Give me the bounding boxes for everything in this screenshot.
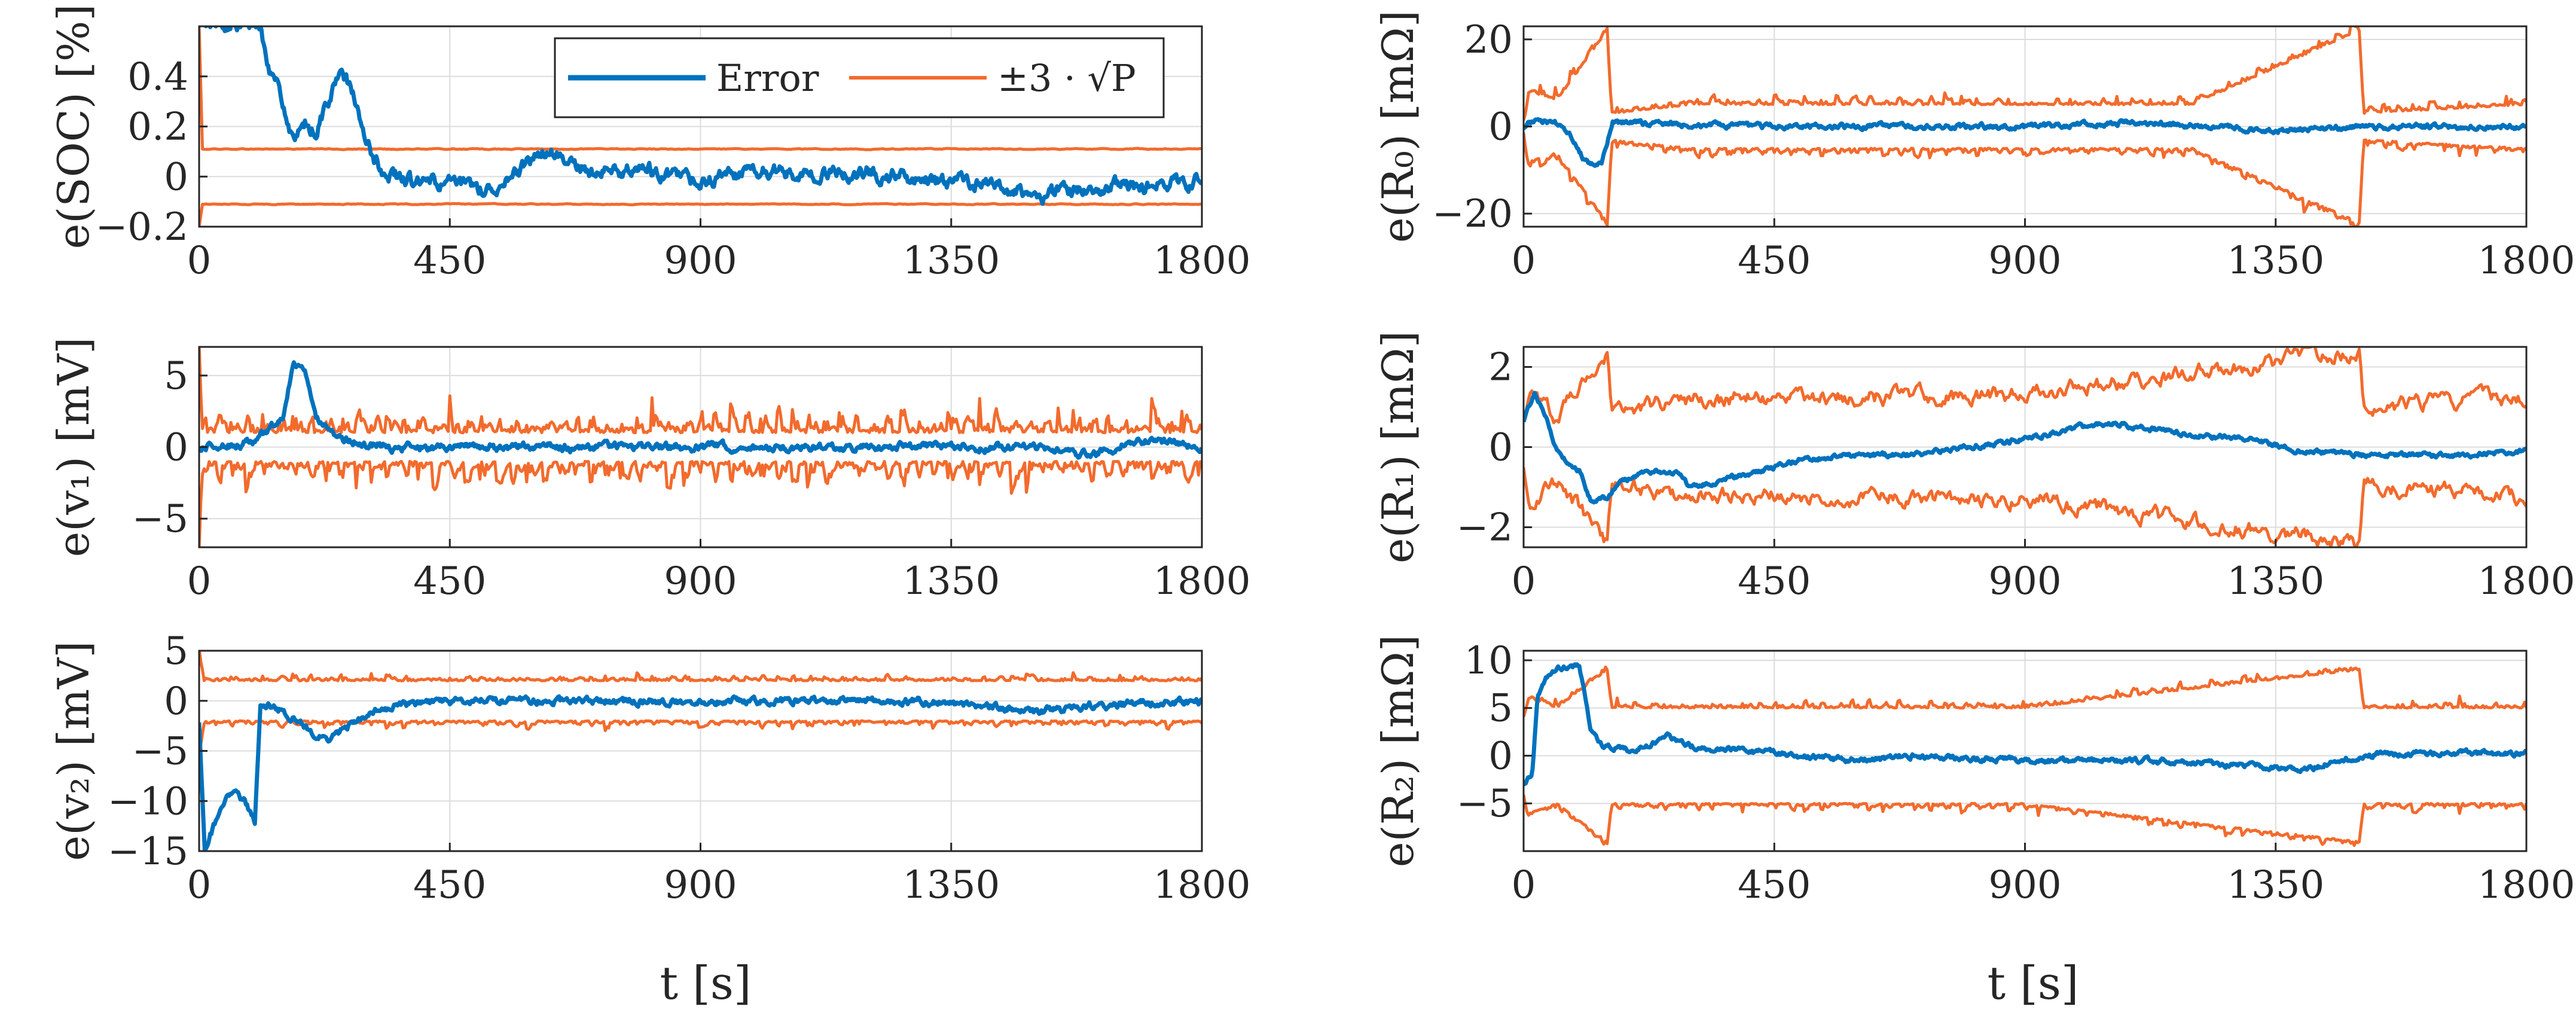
- x-tick-label: 1350: [2227, 863, 2324, 907]
- series-line-upper-bound: [1524, 665, 2526, 718]
- x-tick-label: 900: [664, 239, 737, 283]
- y-tick-label: −5: [132, 497, 188, 541]
- y-tick-label: 0: [164, 426, 188, 470]
- y-tick-label: −10: [108, 779, 188, 824]
- series-line-error: [1524, 662, 2526, 787]
- series-line-lower-bound: [1524, 467, 2526, 547]
- x-tick-label: 0: [1512, 863, 1536, 907]
- x-tick-label: 1800: [2478, 863, 2575, 907]
- y-axis-label: e(R₀) [mΩ]: [1373, 10, 1423, 243]
- x-tick-label: 900: [664, 863, 737, 907]
- panel-soc: 0 450 900 1350 1800−0.200.20.4e(SOC) [%]: [48, 4, 1250, 283]
- y-tick-label: 10: [1464, 639, 1513, 683]
- x-tick-label: 1350: [902, 239, 1000, 283]
- x-tick-label: 0: [1512, 559, 1536, 603]
- y-tick-label: −20: [1432, 192, 1513, 236]
- y-tick-label: 0: [1488, 734, 1513, 778]
- y-tick-label: 0: [164, 155, 188, 199]
- y-axis-label: e(v₁) [mV]: [48, 337, 99, 557]
- x-tick-label: 450: [413, 559, 486, 603]
- y-tick-label: 5: [164, 354, 188, 398]
- y-tick-label: −5: [1457, 782, 1513, 826]
- y-tick-label: 0.2: [127, 105, 188, 150]
- y-axis-label: e(R₁) [mΩ]: [1373, 331, 1423, 563]
- y-tick-label: 0: [1488, 426, 1513, 470]
- xlabel-left: t [s]: [660, 956, 751, 1010]
- y-tick-label: −2: [1457, 506, 1513, 550]
- x-tick-label: 0: [187, 863, 212, 907]
- y-axis-label: e(v₂) [mV]: [48, 641, 99, 861]
- series-line-lower-bound: [199, 202, 1202, 227]
- x-tick-label: 1350: [902, 863, 1000, 907]
- y-axis-label: e(SOC) [%]: [48, 4, 99, 249]
- y-tick-label: 5: [164, 629, 188, 673]
- x-tick-label: 900: [1988, 559, 2061, 603]
- x-tick-label: 450: [413, 863, 486, 907]
- series-line-lower-bound: [199, 719, 1202, 754]
- y-axis-label: e(R₂) [mΩ]: [1373, 635, 1423, 867]
- panel-v2: 0 450 900 1350 1800 −15 −10 −5 0 5 e(v₂) [mV]: [48, 629, 1250, 907]
- x-tick-label: 450: [1738, 239, 1811, 283]
- series-line-upper-bound: [1524, 347, 2526, 425]
- x-tick-label: 1800: [2478, 559, 2575, 603]
- x-tick-label: 900: [1988, 239, 2061, 283]
- series-line-error: [1524, 391, 2526, 505]
- panel-v1: 0 450 900 1350 1800 −5 0 5 e(v₁) [mV]: [48, 337, 1250, 603]
- xlabel-right: t [s]: [1987, 956, 2078, 1010]
- series-line-lower-bound: [1524, 794, 2526, 847]
- y-tick-label: −5: [132, 730, 188, 774]
- y-tick-label: 2: [1488, 346, 1513, 390]
- x-tick-label: 450: [413, 239, 486, 283]
- series-line-lower-bound: [1524, 132, 2526, 227]
- series-line-upper-bound: [199, 651, 1202, 682]
- x-tick-label: 0: [187, 559, 212, 603]
- panel-r1: 0 450 900 1350 1800 −2 0 2 e(R₁) [mΩ]: [1373, 331, 2575, 603]
- y-tick-label: 5: [1488, 687, 1513, 731]
- x-tick-label: 1350: [2227, 239, 2324, 283]
- x-tick-label: 1350: [902, 559, 1000, 603]
- x-tick-label: 900: [664, 559, 737, 603]
- series-line-upper-bound: [199, 347, 1202, 434]
- series-line-error: [199, 694, 1202, 851]
- legend-bound-label: ±3 · √P: [997, 56, 1136, 100]
- x-tick-label: 0: [1512, 239, 1536, 283]
- series-line-lower-bound: [199, 459, 1202, 547]
- legend-error-label: Error: [716, 56, 819, 100]
- y-tick-label: 20: [1464, 18, 1513, 62]
- x-tick-label: 1800: [2478, 239, 2575, 283]
- y-tick-label: −15: [108, 830, 188, 874]
- y-tick-label: 0: [164, 679, 188, 724]
- series-line-error: [199, 360, 1202, 460]
- y-tick-label: −0.2: [96, 205, 188, 249]
- y-tick-label: 0.4: [127, 55, 188, 99]
- series-line-error: [203, 26, 1202, 206]
- x-tick-label: 1800: [1153, 239, 1251, 283]
- series-line-upper-bound: [1524, 26, 2526, 121]
- legend: Error ±3 · √P: [554, 37, 1165, 118]
- x-tick-label: 450: [1738, 863, 1811, 907]
- x-tick-label: 1800: [1153, 863, 1251, 907]
- series-line-error: [1524, 117, 2526, 168]
- y-tick-label: 0: [1488, 105, 1513, 150]
- x-tick-label: 0: [187, 239, 212, 283]
- series-line-upper-bound: [199, 26, 1202, 151]
- x-tick-label: 900: [1988, 863, 2061, 907]
- x-tick-label: 1800: [1153, 559, 1251, 603]
- x-tick-label: 450: [1738, 559, 1811, 603]
- x-tick-label: 1350: [2227, 559, 2324, 603]
